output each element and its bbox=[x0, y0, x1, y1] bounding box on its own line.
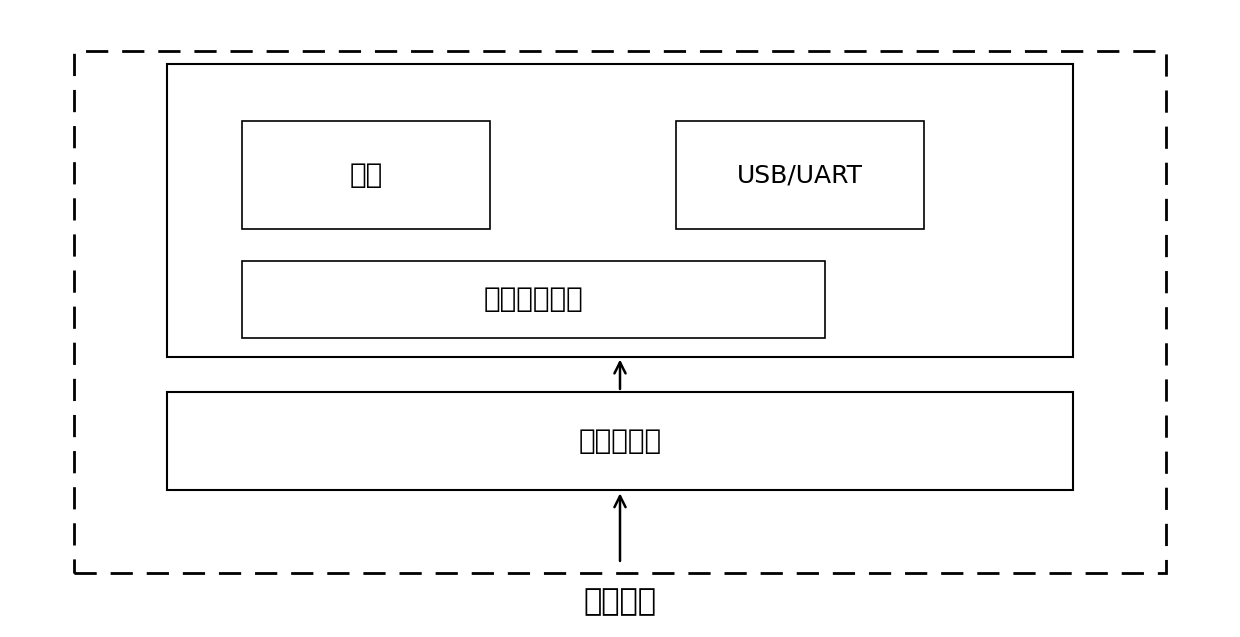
Bar bbox=[167, 392, 1073, 490]
Text: 蓝牙: 蓝牙 bbox=[350, 161, 382, 189]
Bar bbox=[242, 121, 490, 229]
Text: 音频传感器: 音频传感器 bbox=[578, 427, 662, 455]
Bar bbox=[676, 121, 924, 229]
Text: 微处理器单元: 微处理器单元 bbox=[484, 285, 583, 313]
Bar bbox=[242, 261, 825, 338]
Bar bbox=[167, 64, 1073, 357]
Bar bbox=[74, 51, 1166, 573]
Text: USB/UART: USB/UART bbox=[737, 163, 863, 187]
Text: 胎心声音: 胎心声音 bbox=[584, 587, 656, 617]
